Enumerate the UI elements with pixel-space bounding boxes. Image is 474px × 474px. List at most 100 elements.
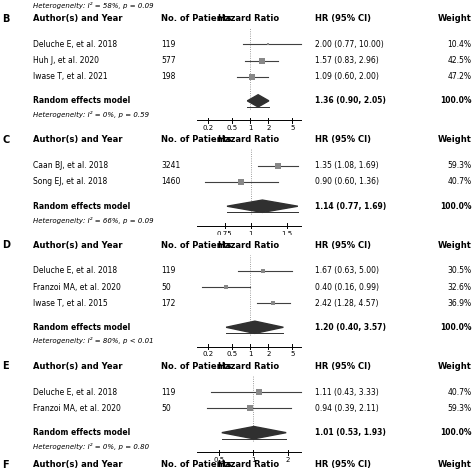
Text: 2.00 (0.77, 10.00): 2.00 (0.77, 10.00) (315, 40, 384, 49)
Text: HR (95% CI): HR (95% CI) (315, 241, 371, 250)
Text: Iwase T, et al. 2015: Iwase T, et al. 2015 (33, 299, 108, 308)
Text: 0.5: 0.5 (227, 125, 237, 131)
Text: HR (95% CI): HR (95% CI) (315, 135, 371, 144)
Text: B: B (2, 14, 10, 24)
Text: 1.36 (0.90, 2.05): 1.36 (0.90, 2.05) (315, 96, 386, 105)
Text: 198: 198 (161, 72, 175, 81)
Text: Author(s) and Year: Author(s) and Year (33, 14, 123, 23)
Text: 100.0%: 100.0% (440, 323, 472, 332)
Text: Random effects model: Random effects model (33, 323, 130, 332)
Text: 119: 119 (161, 40, 175, 49)
Text: 1: 1 (251, 457, 255, 463)
Text: 1.11 (0.43, 3.33): 1.11 (0.43, 3.33) (315, 388, 379, 397)
Text: 577: 577 (161, 56, 176, 65)
Polygon shape (227, 200, 298, 212)
Text: 10.4%: 10.4% (447, 40, 472, 49)
Text: 47.2%: 47.2% (447, 72, 472, 81)
Text: No. of Patients: No. of Patients (161, 460, 232, 469)
Text: 1.20 (0.40, 3.57): 1.20 (0.40, 3.57) (315, 323, 386, 332)
Text: Deluche E, et al. 2018: Deluche E, et al. 2018 (33, 40, 117, 49)
Text: 100.0%: 100.0% (440, 96, 472, 105)
Text: 3241: 3241 (161, 161, 181, 170)
Text: Hazard Ratio: Hazard Ratio (219, 362, 279, 371)
Text: Huh J, et al. 2020: Huh J, et al. 2020 (33, 56, 99, 65)
Text: Weight: Weight (438, 362, 472, 371)
Text: Author(s) and Year: Author(s) and Year (33, 362, 123, 371)
Text: 1.67 (0.63, 5.00): 1.67 (0.63, 5.00) (315, 266, 379, 275)
Text: Caan BJ, et al. 2018: Caan BJ, et al. 2018 (33, 161, 108, 170)
Text: 40.7%: 40.7% (447, 388, 472, 397)
Text: Weight: Weight (438, 14, 472, 23)
Polygon shape (226, 321, 283, 333)
Text: Deluche E, et al. 2018: Deluche E, et al. 2018 (33, 388, 117, 397)
Text: 0.75: 0.75 (217, 231, 232, 237)
Text: 40.7%: 40.7% (447, 177, 472, 186)
Text: 1.5: 1.5 (282, 231, 292, 237)
Text: Hazard Ratio: Hazard Ratio (219, 135, 279, 144)
Text: Heterogeneity: I² = 0%, p = 0.80: Heterogeneity: I² = 0%, p = 0.80 (33, 443, 149, 450)
Text: Author(s) and Year: Author(s) and Year (33, 241, 123, 250)
Text: Song EJ, et al. 2018: Song EJ, et al. 2018 (33, 177, 108, 186)
Text: 172: 172 (161, 299, 175, 308)
Text: F: F (2, 460, 9, 470)
Text: Author(s) and Year: Author(s) and Year (33, 135, 123, 144)
Text: 59.3%: 59.3% (447, 161, 472, 170)
Text: 0.40 (0.16, 0.99): 0.40 (0.16, 0.99) (315, 283, 379, 292)
Text: Franzoi MA, et al. 2020: Franzoi MA, et al. 2020 (33, 283, 121, 292)
Text: E: E (2, 361, 9, 371)
Text: 50: 50 (161, 404, 171, 413)
Text: HR (95% CI): HR (95% CI) (315, 14, 371, 23)
Text: 5: 5 (290, 125, 294, 131)
Text: HR (95% CI): HR (95% CI) (315, 362, 371, 371)
Text: Random effects model: Random effects model (33, 96, 130, 105)
Text: 2.42 (1.28, 4.57): 2.42 (1.28, 4.57) (315, 299, 379, 308)
Text: Heterogeneity: I² = 80%, p < 0.01: Heterogeneity: I² = 80%, p < 0.01 (33, 337, 154, 345)
Text: 1: 1 (248, 231, 253, 237)
Text: 1.35 (1.08, 1.69): 1.35 (1.08, 1.69) (315, 161, 379, 170)
Text: Random effects model: Random effects model (33, 202, 130, 211)
Text: 0.90 (0.60, 1.36): 0.90 (0.60, 1.36) (315, 177, 379, 186)
Text: Heterogeneity: I² = 58%, p = 0.09: Heterogeneity: I² = 58%, p = 0.09 (33, 2, 154, 9)
Text: Franzoi MA, et al. 2020: Franzoi MA, et al. 2020 (33, 404, 121, 413)
Text: No. of Patients: No. of Patients (161, 362, 232, 371)
Text: Iwase T, et al. 2021: Iwase T, et al. 2021 (33, 72, 108, 81)
Text: 1: 1 (248, 125, 252, 131)
Text: Weight: Weight (438, 135, 472, 144)
Text: 32.6%: 32.6% (447, 283, 472, 292)
Text: 0.2: 0.2 (202, 125, 214, 131)
Text: 1.57 (0.83, 2.96): 1.57 (0.83, 2.96) (315, 56, 379, 65)
Text: Hazard Ratio: Hazard Ratio (219, 460, 279, 469)
Text: Heterogeneity: I² = 0%, p = 0.59: Heterogeneity: I² = 0%, p = 0.59 (33, 111, 149, 118)
Text: 2: 2 (266, 125, 270, 131)
Text: 100.0%: 100.0% (440, 428, 472, 437)
Text: D: D (2, 240, 10, 250)
Text: Author(s) and Year: Author(s) and Year (33, 460, 123, 469)
Text: No. of Patients: No. of Patients (161, 135, 232, 144)
Text: No. of Patients: No. of Patients (161, 14, 232, 23)
Text: Random effects model: Random effects model (33, 428, 130, 437)
Text: 1: 1 (248, 351, 252, 357)
Text: 30.5%: 30.5% (447, 266, 472, 275)
Text: Hazard Ratio: Hazard Ratio (219, 14, 279, 23)
Text: 2: 2 (286, 457, 290, 463)
Text: 119: 119 (161, 266, 175, 275)
Text: 0.5: 0.5 (227, 351, 237, 357)
Text: 42.5%: 42.5% (447, 56, 472, 65)
Text: 0.2: 0.2 (202, 351, 214, 357)
Text: 36.9%: 36.9% (447, 299, 472, 308)
Text: HR (95% CI): HR (95% CI) (315, 460, 371, 469)
Text: 1.09 (0.60, 2.00): 1.09 (0.60, 2.00) (315, 72, 379, 81)
Text: Weight: Weight (438, 241, 472, 250)
Text: 2: 2 (266, 351, 270, 357)
Text: 5: 5 (290, 351, 294, 357)
Text: 0.94 (0.39, 2.11): 0.94 (0.39, 2.11) (315, 404, 379, 413)
Text: 59.3%: 59.3% (447, 404, 472, 413)
Text: 0.5: 0.5 (213, 457, 225, 463)
Text: 50: 50 (161, 283, 171, 292)
Text: 1.14 (0.77, 1.69): 1.14 (0.77, 1.69) (315, 202, 386, 211)
Text: Weight: Weight (438, 460, 472, 469)
Text: Deluche E, et al. 2018: Deluche E, et al. 2018 (33, 266, 117, 275)
Text: 1460: 1460 (161, 177, 181, 186)
Text: Hazard Ratio: Hazard Ratio (219, 241, 279, 250)
Text: No. of Patients: No. of Patients (161, 241, 232, 250)
